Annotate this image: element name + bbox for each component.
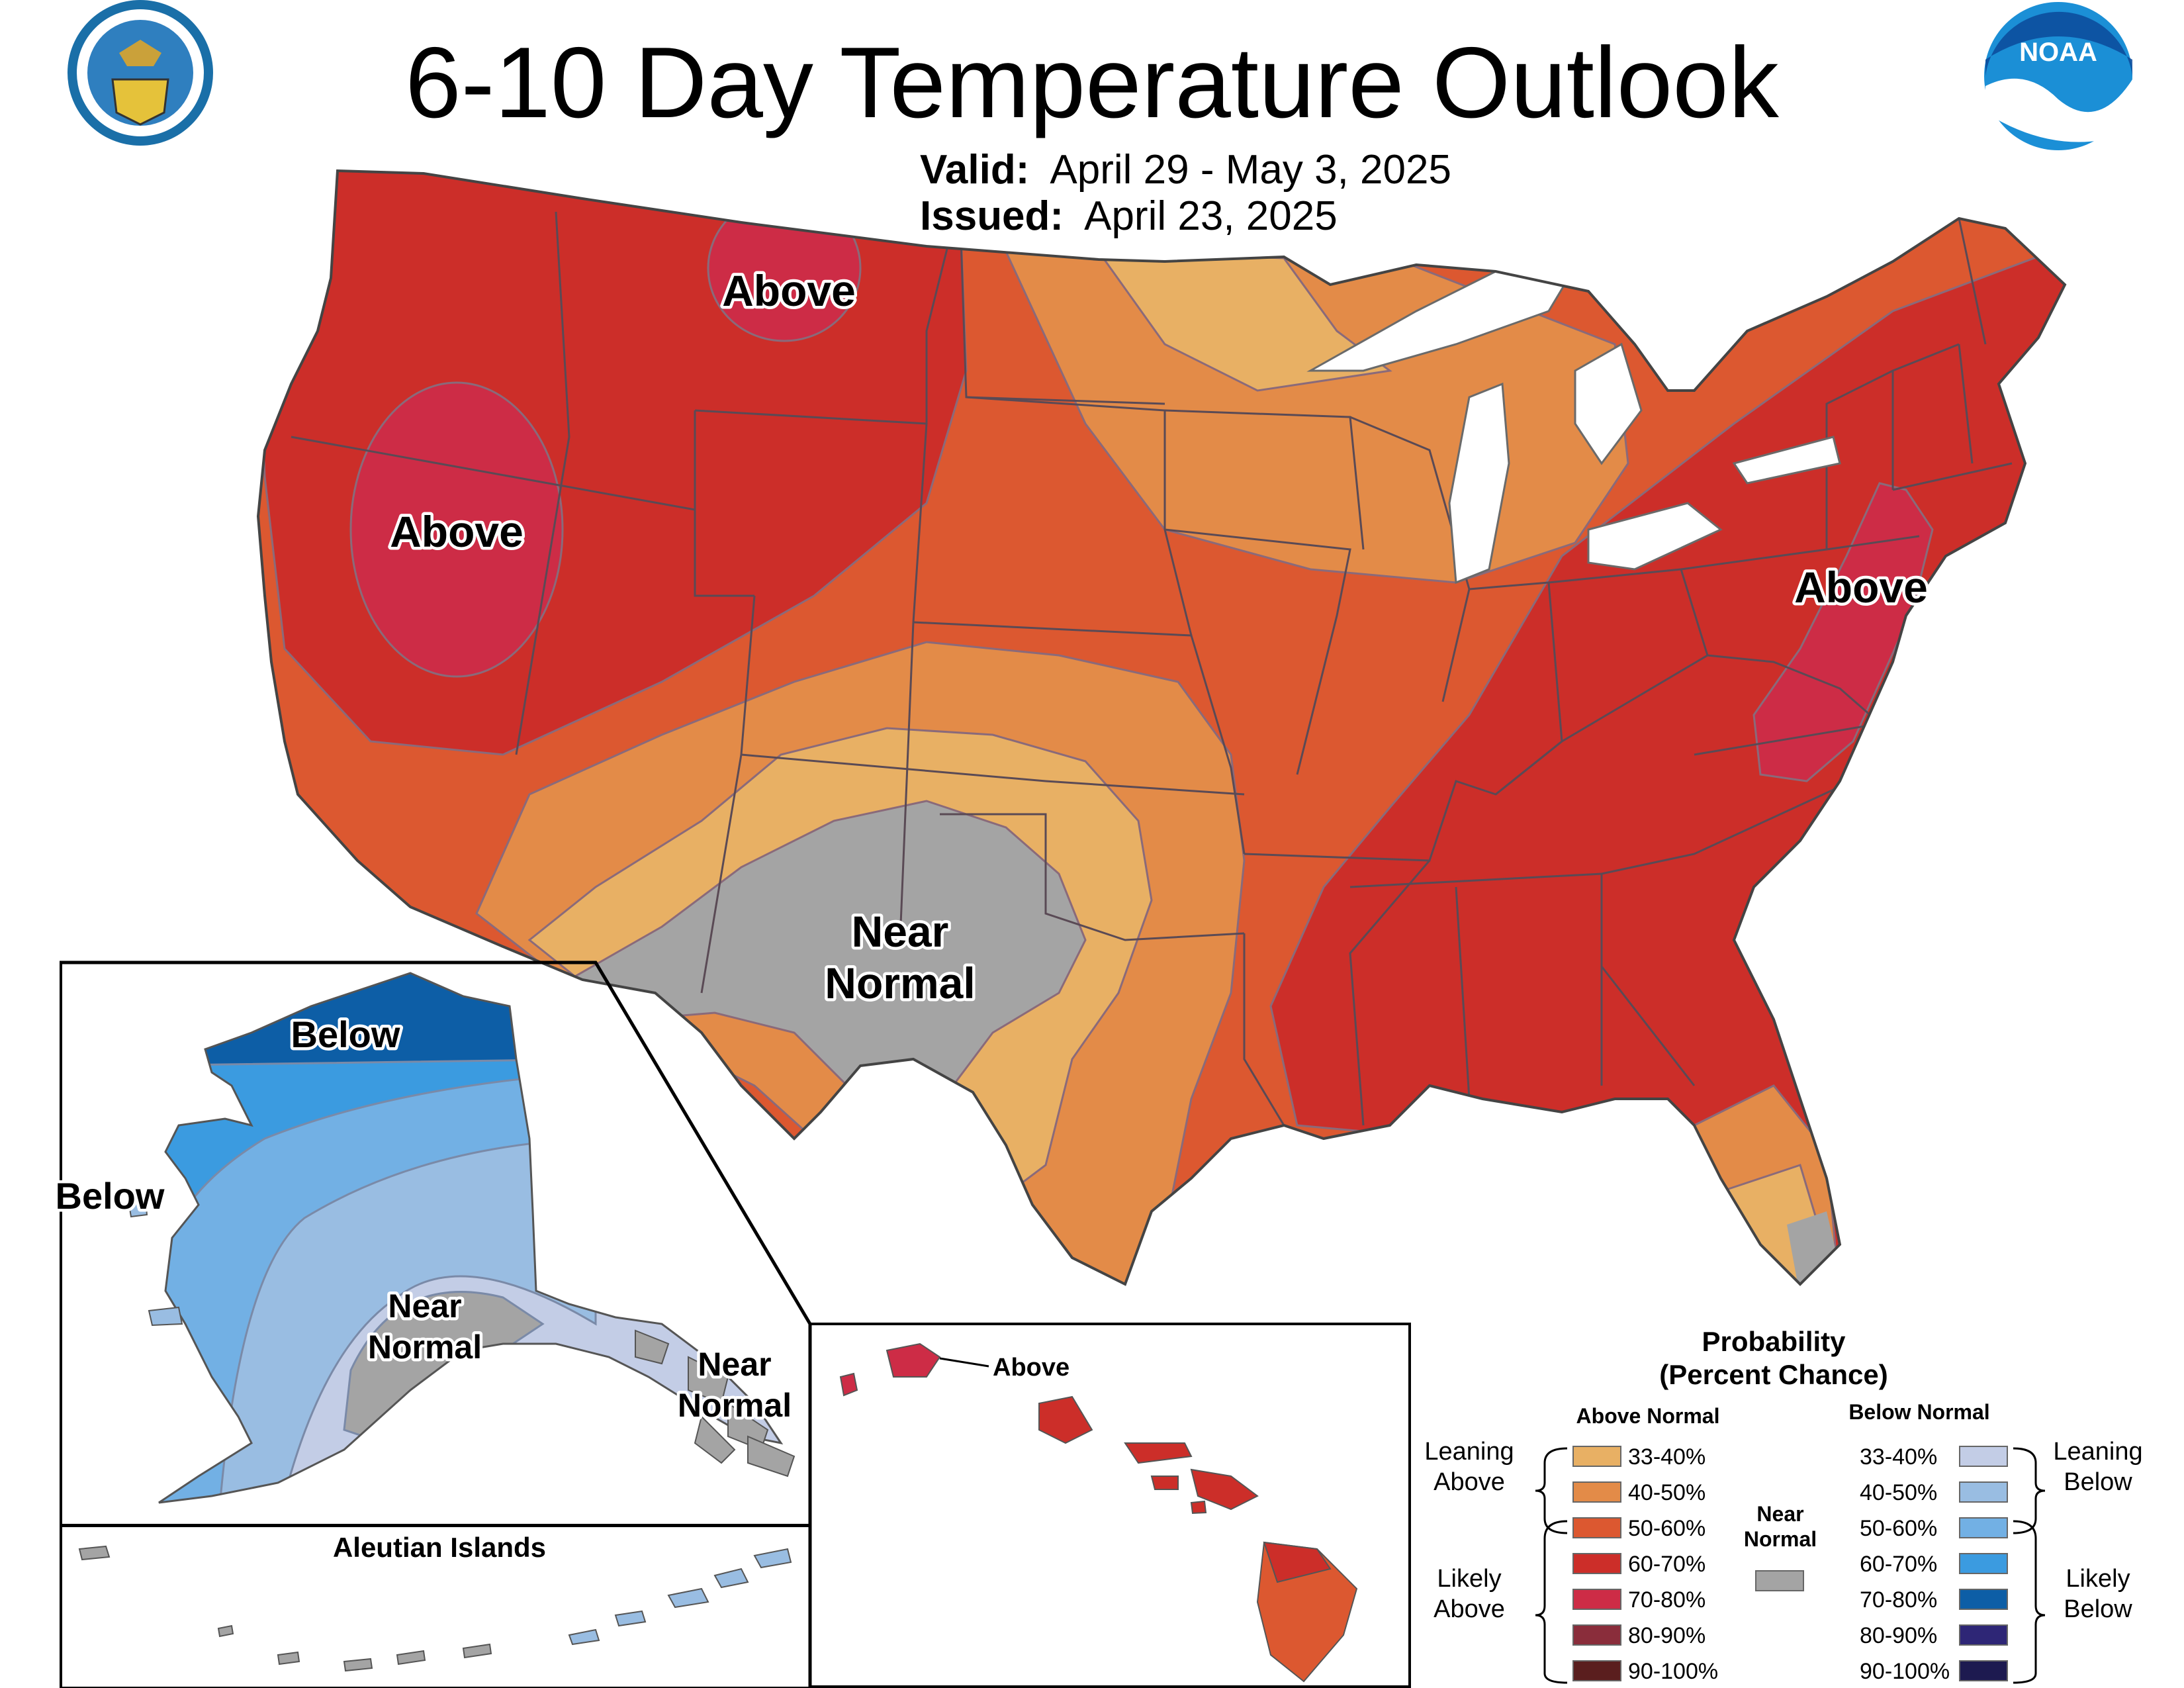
zone-above-70-80-west <box>349 381 564 678</box>
great-lakes <box>1306 270 1841 585</box>
legend-above-label: 90-100% <box>1628 1659 1719 1684</box>
valid-value: April 29 - May 3, 2025 <box>1050 147 1451 193</box>
legend-below-label: 33-40% <box>1860 1444 1938 1470</box>
legend-leaning-below-1: Leaning <box>2053 1438 2143 1466</box>
legend-leaning-above-1: Leaning <box>1424 1438 1514 1466</box>
legend-likely-above-2: Above <box>1433 1595 1505 1623</box>
legend-above-swatch <box>1572 1660 1621 1681</box>
aleutian-title: Aleutian Islands <box>333 1532 546 1563</box>
legend-likely-below: Likely Below <box>2032 1564 2164 1624</box>
hawaii-islands <box>839 1342 1358 1683</box>
legend-likely-above-1: Likely <box>1437 1565 1502 1593</box>
legend-above-label: 50-60% <box>1628 1516 1706 1541</box>
label-alaska-below-west: Below <box>56 1175 165 1217</box>
legend-below-swatch <box>1959 1517 2008 1538</box>
legend-leaning-above: Leaning Above <box>1410 1436 1529 1497</box>
zone-near-normal-southwest <box>567 800 1087 1140</box>
noaa-logo-text: NOAA <box>2019 38 2097 67</box>
legend-above-label: 33-40% <box>1628 1444 1706 1470</box>
label-panhandle-near-2: Normal <box>678 1387 792 1424</box>
hawaii-label-leader <box>939 1357 989 1368</box>
legend-below-swatch <box>1959 1589 2008 1610</box>
legend-below-label: 70-80% <box>1860 1587 1938 1613</box>
conus-map <box>258 171 2065 1284</box>
label-near-normal-1: Near <box>852 907 949 956</box>
legend-above-swatch <box>1572 1517 1621 1538</box>
alaska-inset-frame-left <box>60 962 62 1688</box>
legend-leaning-below-2: Below <box>2064 1468 2132 1496</box>
legend-title-1: Probability <box>1702 1326 1846 1357</box>
label-panhandle-near-1: Near <box>698 1346 771 1383</box>
alaska-outline <box>158 972 784 1504</box>
legend-below-label: 90-100% <box>1860 1659 1950 1684</box>
label-alaska-below-north: Below <box>291 1013 400 1055</box>
legend-leaning-above-2: Above <box>1433 1468 1505 1496</box>
label-alaska-near-1: Near <box>388 1288 461 1325</box>
legend-title-2: (Percent Chance) <box>1659 1359 1888 1390</box>
zone-above-70-80-east <box>1752 482 1934 782</box>
label-above-east: Above <box>1794 563 1928 612</box>
issued-label: Issued: <box>920 193 1064 239</box>
legend-leaning-below: Leaning Below <box>2032 1436 2164 1497</box>
legend-below-swatch <box>1959 1660 2008 1681</box>
legend-near-header-2: Normal <box>1743 1527 1817 1551</box>
legend-below-swatch <box>1959 1446 2008 1467</box>
label-above-montana: Above <box>722 266 856 315</box>
inset-frame-bottom <box>60 1687 1410 1688</box>
legend-near-normal-swatch <box>1755 1570 1804 1591</box>
legend-above-swatch <box>1572 1446 1621 1467</box>
label-alaska-near-2: Normal <box>368 1329 482 1366</box>
conus-outline <box>256 169 2067 1286</box>
valid-dates: Valid: April 29 - May 3, 2025 <box>920 147 1451 193</box>
commerce-seal-logo <box>68 0 213 146</box>
aleutian-islands-blue <box>568 1548 792 1646</box>
legend-near-header-1: Near <box>1756 1502 1804 1526</box>
legend-brackets <box>1535 1447 2046 1684</box>
legend-above-label: 60-70% <box>1628 1552 1706 1577</box>
legend-above-swatch <box>1572 1589 1621 1610</box>
legend-below-header: Below Normal <box>1848 1400 1990 1424</box>
legend-above-swatch <box>1572 1624 1621 1646</box>
legend-likely-above: Likely Above <box>1410 1564 1529 1624</box>
legend-above-label: 80-90% <box>1628 1623 1706 1648</box>
legend-below-label: 40-50% <box>1860 1480 1938 1505</box>
legend-below-swatch <box>1959 1553 2008 1574</box>
hawaii-inset-frame <box>809 1323 1411 1688</box>
state-boundaries <box>291 198 2013 1126</box>
legend-below-label: 50-60% <box>1860 1516 1938 1541</box>
legend-above-label: 40-50% <box>1628 1480 1706 1505</box>
legend-above-swatch <box>1572 1481 1621 1503</box>
aleutian-frame-top <box>60 1524 810 1527</box>
issued-date: Issued: April 23, 2025 <box>920 193 1338 240</box>
legend-near-header: Near Normal <box>1727 1501 1833 1552</box>
label-above-west: Above <box>390 507 523 556</box>
legend-above-swatch <box>1572 1553 1621 1574</box>
alaska-panhandle-islands <box>635 1329 796 1477</box>
label-near-normal-2: Normal <box>825 959 975 1008</box>
legend-likely-below-2: Below <box>2064 1595 2132 1623</box>
legend-below-swatch <box>1959 1481 2008 1503</box>
legend-below-swatch <box>1959 1624 2008 1646</box>
legend-below-label: 60-70% <box>1860 1552 1938 1577</box>
noaa-logo: NOAA <box>1984 2 2132 150</box>
aleutian-islands-gray <box>78 1545 492 1672</box>
legend-above-label: 70-80% <box>1628 1587 1706 1613</box>
zone-florida-near-normal <box>1787 1211 1846 1284</box>
legend-below-label: 80-90% <box>1860 1623 1938 1648</box>
page-title: 6-10 Day Temperature Outlook <box>405 26 1779 139</box>
valid-label: Valid: <box>920 147 1030 193</box>
label-hawaii-above: Above <box>993 1354 1069 1382</box>
issued-value: April 23, 2025 <box>1084 193 1338 239</box>
legend-above-header: Above Normal <box>1576 1404 1720 1428</box>
alaska-island-west <box>128 1200 183 1327</box>
legend-likely-below-1: Likely <box>2066 1565 2130 1593</box>
